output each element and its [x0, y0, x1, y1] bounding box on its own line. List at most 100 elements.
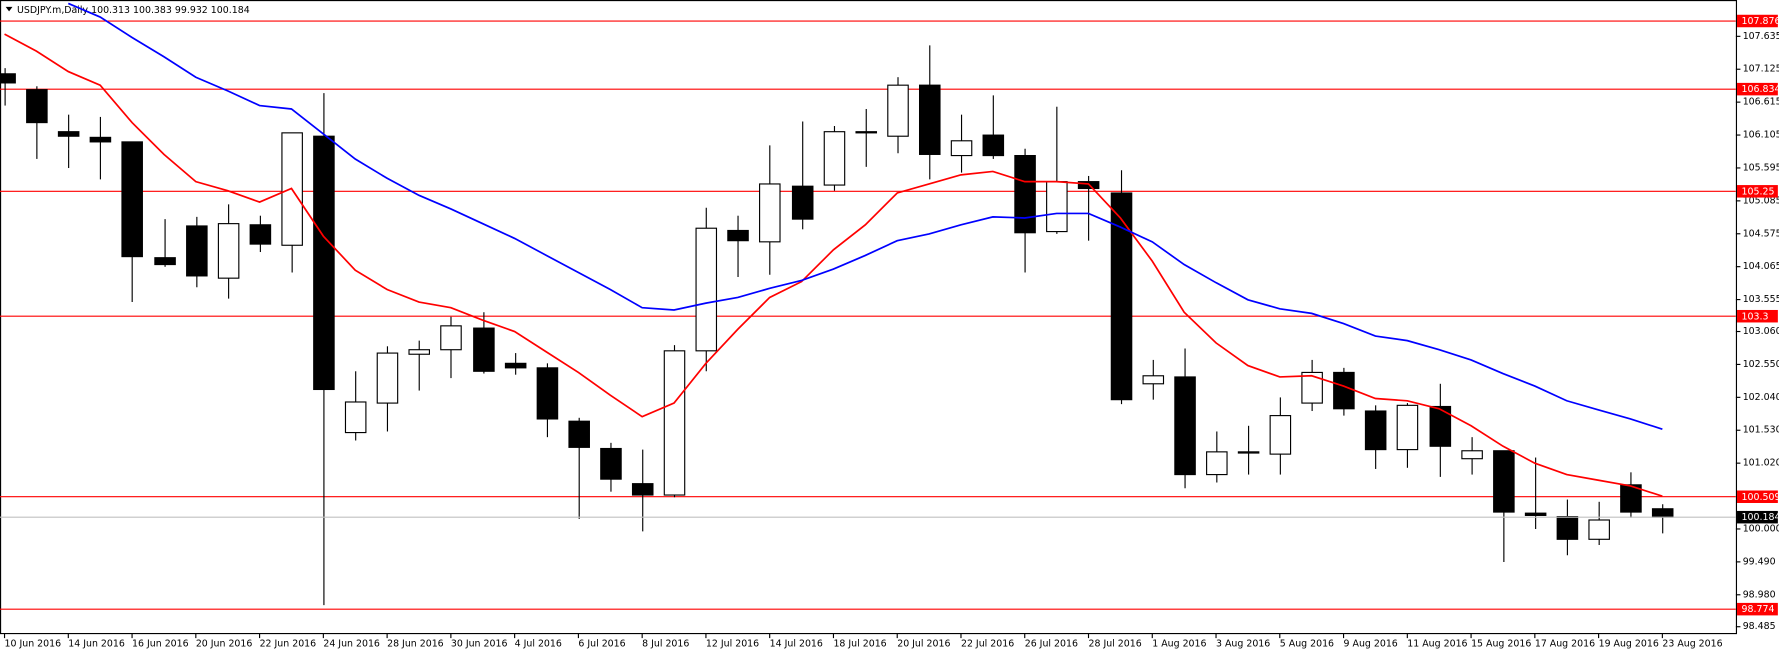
level-label-box: [1737, 14, 1778, 28]
x-tick-label: 19 Aug 2016: [1599, 638, 1659, 649]
level-label-box: [1737, 82, 1778, 96]
bear-body: [121, 141, 143, 258]
price-label: 100.184: [1742, 512, 1779, 523]
bear-body: [600, 447, 622, 480]
x-tick-label: 9 Aug 2016: [1344, 638, 1398, 649]
bear-body: [791, 185, 814, 220]
bull-body: [695, 227, 718, 352]
y-tick-label: 103.555: [1743, 294, 1779, 305]
bull-body: [376, 352, 399, 404]
price-label-box: [1737, 510, 1778, 524]
level-label: 98.774: [1742, 604, 1775, 615]
level-label-box: [1737, 602, 1778, 616]
y-tick-label: 102.550: [1743, 359, 1779, 370]
x-tick-label: 22 Jun 2016: [260, 638, 317, 649]
bull-body: [1206, 451, 1228, 476]
x-tick-label: 28 Jun 2016: [387, 638, 444, 649]
bull-body: [1269, 415, 1292, 455]
bull-body: [759, 183, 781, 243]
bear-body: [1014, 154, 1036, 234]
moving-average: [4, 33, 1663, 498]
bear-body: [1364, 410, 1387, 451]
x-tick-label: 26 Jul 2016: [1025, 638, 1078, 649]
x-tick-label: 30 Jun 2016: [451, 638, 508, 649]
bear-body: [1429, 405, 1452, 447]
bear-body: [0, 73, 16, 84]
bear-body: [89, 136, 112, 143]
x-tick-label: 23 Aug 2016: [1662, 638, 1722, 649]
y-tick-label: 101.530: [1743, 425, 1779, 436]
x-tick-label: 5 Aug 2016: [1280, 638, 1334, 649]
x-tick-label: 6 Jul 2016: [578, 638, 625, 649]
bear-body: [536, 367, 559, 420]
bear-body: [186, 225, 208, 277]
y-tick-label: 104.575: [1743, 228, 1779, 239]
level-label: 105.25: [1742, 186, 1775, 197]
y-tick-label: 107.635: [1743, 31, 1779, 42]
x-tick-label: 24 Jun 2016: [323, 638, 380, 649]
x-tick-label: 28 Jul 2016: [1089, 638, 1142, 649]
x-tick-label: 1 Aug 2016: [1152, 638, 1206, 649]
level-label-box: [1737, 309, 1778, 323]
bear-body: [249, 224, 272, 245]
bull-body: [217, 223, 240, 279]
x-tick-label: 3 Aug 2016: [1216, 638, 1270, 649]
x-tick-label: 8 Jul 2016: [642, 638, 689, 649]
y-tick-label: 103.060: [1743, 326, 1779, 337]
bull-body: [344, 401, 367, 434]
y-tick-label: 104.065: [1743, 261, 1779, 272]
x-tick-label: 12 Jul 2016: [706, 638, 759, 649]
y-tick-label: 106.105: [1743, 130, 1779, 141]
level-label: 103.3: [1742, 311, 1769, 322]
bear-body: [568, 420, 590, 448]
bull-body: [823, 131, 846, 186]
bear-body: [504, 362, 527, 369]
bull-body: [1046, 181, 1068, 233]
chart-title: USDJPY.m,Daily 100.313 100.383 99.932 10…: [17, 5, 250, 16]
bear-body: [57, 131, 80, 137]
bear-body: [1174, 376, 1196, 476]
menu-arrow[interactable]: [5, 6, 13, 12]
y-tick-label: 101.020: [1743, 458, 1779, 469]
y-tick-label: 107.125: [1743, 64, 1779, 75]
last-high: 100.383: [133, 5, 172, 16]
level-label-box: [1737, 490, 1778, 503]
bull-body: [663, 350, 686, 496]
y-tick-label: 98.485: [1743, 621, 1776, 632]
x-tick-label: 17 Aug 2016: [1535, 638, 1595, 649]
bull-body: [887, 84, 909, 137]
bull-body: [408, 349, 431, 355]
bear-body: [473, 327, 495, 372]
bear-body: [26, 89, 48, 124]
x-tick-label: 20 Jul 2016: [897, 638, 950, 649]
x-tick-label: 14 Jun 2016: [68, 638, 125, 649]
x-tick-label: 14 Jul 2016: [770, 638, 823, 649]
symbol: USDJPY.m,Daily: [17, 5, 89, 16]
last-close: 100.184: [211, 5, 250, 16]
y-tick-label: 106.615: [1743, 97, 1779, 108]
x-tick-label: 4 Jul 2016: [515, 638, 562, 649]
y-tick-label: 102.040: [1743, 392, 1779, 403]
last-low: 99.932: [175, 5, 208, 16]
bear-body: [631, 483, 654, 496]
bull-body: [1396, 404, 1419, 451]
bear-body: [918, 84, 941, 155]
bull-body: [1142, 375, 1165, 385]
bear-body: [313, 135, 335, 391]
x-tick-label: 15 Aug 2016: [1471, 638, 1531, 649]
bull-body: [950, 140, 973, 157]
bear-body: [1524, 512, 1547, 516]
plot-frame: [0, 0, 1738, 635]
y-tick-label: 98.980: [1743, 589, 1776, 600]
x-tick-label: 20 Jun 2016: [196, 638, 253, 649]
bear-body: [154, 257, 176, 266]
y-tick-label: 105.595: [1743, 162, 1779, 173]
bull-body: [1301, 371, 1323, 404]
moving-average: [67, 2, 1663, 430]
level-label: 107.876: [1742, 16, 1779, 27]
x-tick-label: 10 Jun 2016: [5, 638, 62, 649]
bull-body: [1588, 519, 1610, 540]
bear-body: [1493, 450, 1515, 513]
bear-body: [1556, 516, 1579, 540]
